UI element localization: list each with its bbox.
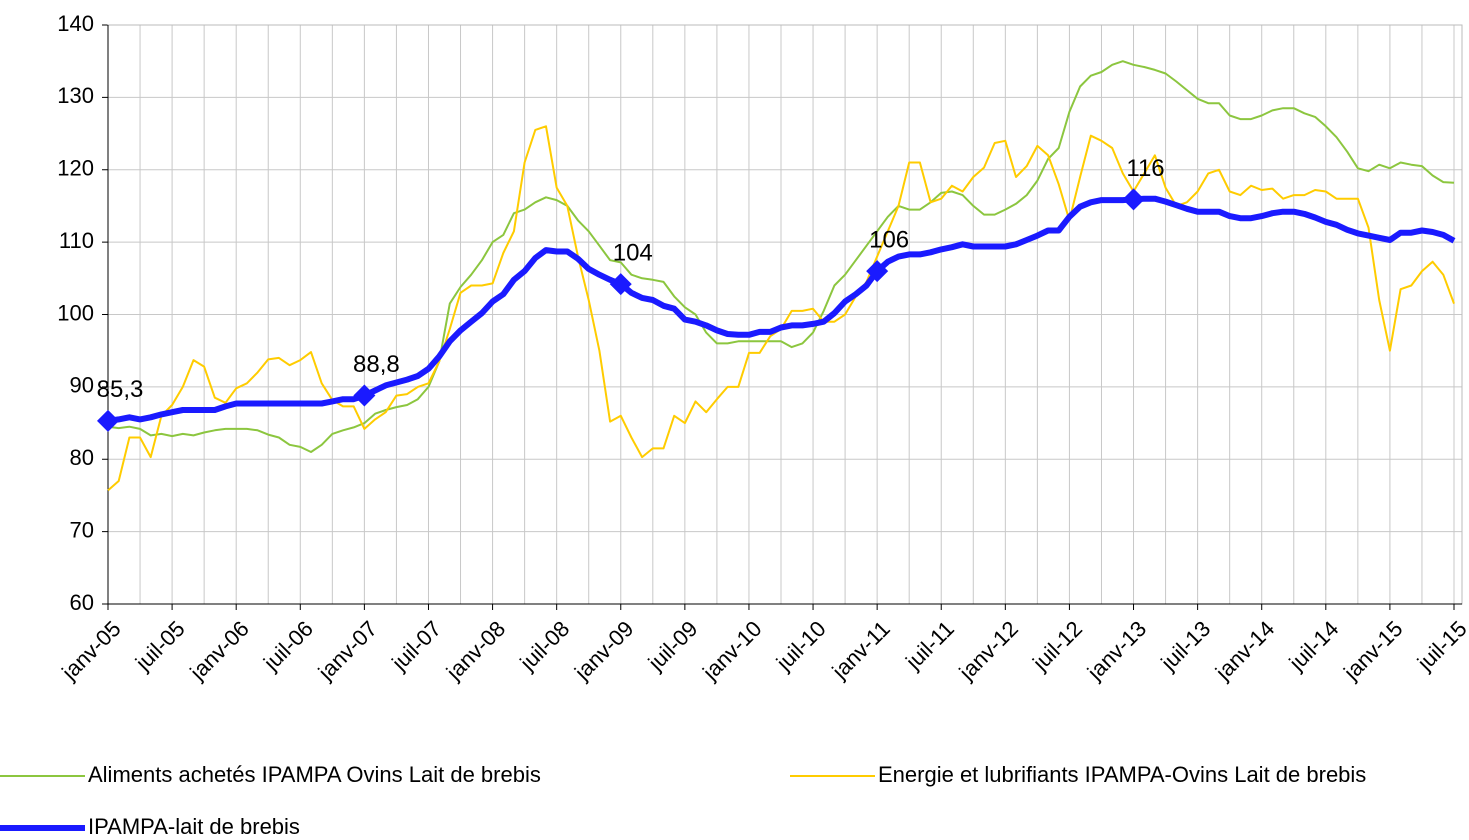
x-tick-label: juil-06 [258,616,318,676]
x-tick-label: janv-05 [56,616,125,685]
x-tick-label: janv-10 [697,616,766,685]
legend-label: Aliments achetés IPAMPA Ovins Lait de br… [88,762,541,787]
x-tick-label: janv-07 [313,616,382,685]
data-label: 106 [869,226,909,253]
x-tick-label: juil-10 [771,616,831,676]
x-tick-label: janv-12 [954,616,1023,685]
marker [97,409,119,432]
x-tick-label: janv-11 [827,616,895,684]
data-label: 116 [1126,155,1164,182]
marker [866,260,889,283]
y-tick-label: 70 [70,517,94,542]
x-tick-label: juil-07 [386,616,446,676]
x-tick-label: juil-14 [1284,616,1344,676]
x-tick-label: janv-09 [569,616,638,685]
data-label: 88,8 [353,351,400,378]
x-tick-label: juil-09 [643,616,703,676]
data-label: 104 [613,239,653,266]
marker [353,384,376,407]
marker [609,273,632,296]
y-tick-label: 140 [57,11,94,36]
data-label: 85,3 [97,376,144,403]
y-tick-label: 80 [70,445,94,470]
legend-label: IPAMPA-lait de brebis [88,814,300,839]
y-tick-label: 100 [57,300,94,325]
x-tick-label: juil-12 [1027,616,1087,676]
y-tick-label: 60 [70,590,94,615]
y-tick-label: 90 [70,373,94,398]
y-tick-label: 130 [57,83,94,108]
y-tick-label: 120 [57,156,94,181]
marker [1122,188,1145,211]
x-tick-label: juil-05 [130,616,190,676]
x-tick-label: janv-08 [441,616,510,685]
x-tick-label: janv-15 [1338,616,1407,685]
x-tick-label: janv-14 [1210,616,1279,685]
x-tick-label: janv-06 [184,616,253,685]
x-tick-label: janv-13 [1082,616,1151,685]
y-tick-label: 110 [59,228,94,253]
series-line [107,195,1456,424]
legend-label: Energie et lubrifiants IPAMPA-Ovins Lait… [878,762,1366,787]
series-line [107,60,1455,453]
x-tick-label: juil-08 [514,616,574,676]
x-tick-label: juil-11 [900,616,959,675]
x-tick-label: juil-15 [1412,616,1469,676]
x-tick-label: juil-13 [1155,616,1215,676]
